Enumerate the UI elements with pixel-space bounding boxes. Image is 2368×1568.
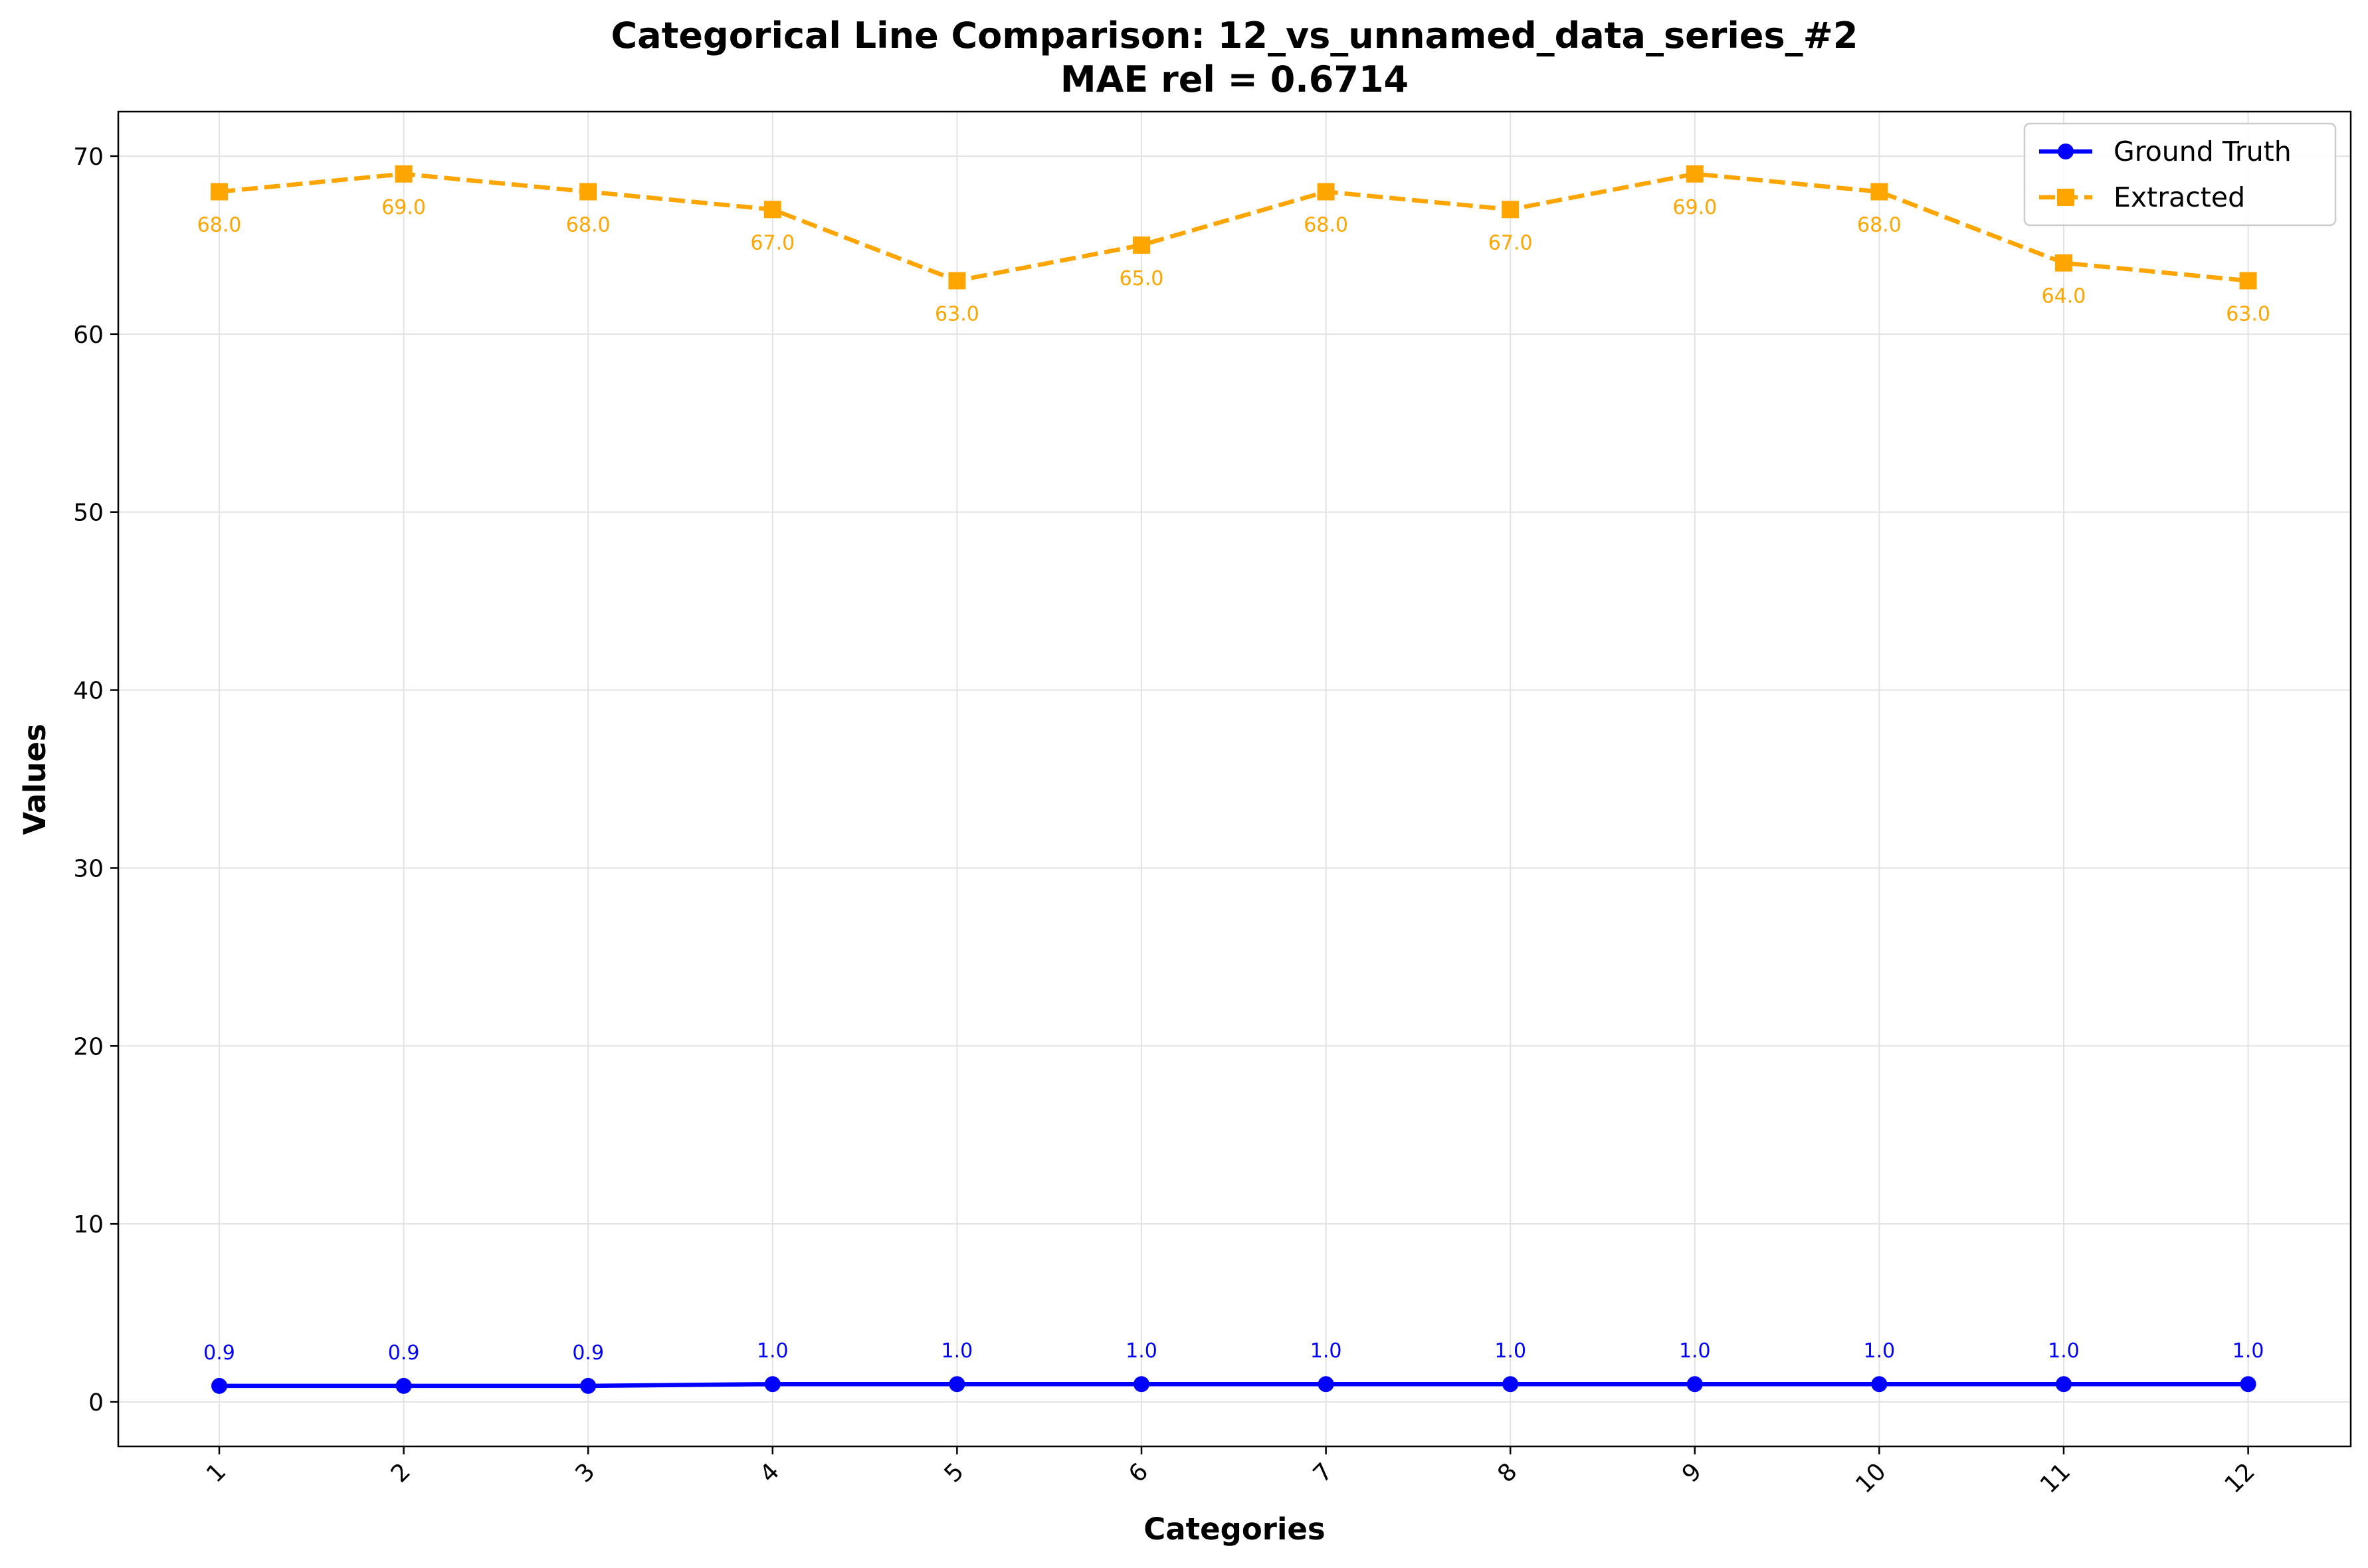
y-tick-label: 20 [73, 1033, 104, 1060]
extracted-marker [211, 183, 228, 201]
ground-truth-data-label: 1.0 [757, 1339, 789, 1363]
y-tick-label: 0 [88, 1389, 104, 1417]
plot-frame [117, 110, 2352, 1448]
ground-truth-marker [1318, 1376, 1334, 1393]
extracted-marker [763, 201, 781, 219]
ground-truth-marker [580, 1377, 597, 1394]
ground-truth-marker [211, 1377, 227, 1394]
ground-truth-marker [2240, 1376, 2256, 1393]
legend-box [2023, 122, 2337, 227]
ground-truth-marker [395, 1377, 412, 1394]
ground-truth-data-label: 1.0 [2232, 1339, 2264, 1363]
extracted-marker [1870, 183, 1888, 201]
ground-truth-marker [764, 1376, 781, 1393]
chart-title-line-1: Categorical Line Comparison: 12_vs_unnam… [611, 15, 1858, 56]
legend-ground-truth-marker [2058, 144, 2074, 159]
extracted-marker [2239, 272, 2257, 290]
ground-truth-marker [1871, 1376, 1888, 1393]
ground-truth-data-label: 0.9 [203, 1341, 235, 1365]
y-tick-label: 70 [73, 144, 104, 171]
chart-title-line-2: MAE rel = 0.6714 [1060, 58, 1409, 100]
ground-truth-marker [2056, 1376, 2072, 1393]
extracted-data-label: 67.0 [750, 231, 795, 254]
extracted-marker [2055, 254, 2072, 272]
extracted-data-label: 63.0 [935, 302, 979, 326]
ground-truth-data-label: 1.0 [2048, 1339, 2080, 1363]
extracted-data-label: 69.0 [1672, 196, 1717, 219]
extracted-data-label: 68.0 [1857, 214, 1902, 237]
extracted-data-label: 67.0 [1488, 231, 1533, 254]
extracted-data-label: 63.0 [2226, 302, 2270, 326]
extracted-line [219, 171, 2248, 283]
extracted-data-label: 68.0 [197, 214, 242, 237]
ground-truth-marker [1134, 1376, 1149, 1393]
ground-truth-data-label: 1.0 [1126, 1339, 1157, 1363]
extracted-marker [579, 183, 597, 201]
extracted-data-label: 68.0 [1304, 214, 1348, 237]
ground-truth-marker [949, 1376, 965, 1393]
ground-truth-data-label: 1.0 [941, 1339, 973, 1363]
ground-truth-data-label: 0.9 [572, 1341, 604, 1365]
ground-truth-data-label: 0.9 [388, 1341, 420, 1365]
ground-truth-data-label: 1.0 [1864, 1339, 1896, 1363]
y-tick-label: 50 [73, 500, 104, 527]
extracted-data-label: 64.0 [2042, 285, 2086, 308]
extracted-marker [1317, 183, 1335, 201]
extracted-marker [1686, 165, 1704, 183]
extracted-data-label: 68.0 [566, 214, 611, 237]
y-axis-label: Values [17, 724, 52, 835]
legend-extracted-marker [2057, 189, 2074, 206]
ground-truth-data-label: 1.0 [1679, 1339, 1711, 1363]
legend-extracted-label: Extracted [2114, 181, 2245, 213]
y-tick-label: 60 [73, 322, 104, 349]
extracted-marker [1502, 201, 1520, 219]
extracted-marker [948, 272, 966, 290]
legend-ground-truth-label: Ground Truth [2114, 136, 2292, 167]
y-tick-label: 30 [73, 855, 104, 882]
y-tick-label: 10 [73, 1211, 104, 1238]
series [211, 165, 2257, 1394]
ground-truth-line [219, 1381, 2248, 1389]
ground-truth-marker [1502, 1376, 1519, 1393]
ground-truth-data-label: 1.0 [1494, 1339, 1526, 1363]
grid [118, 112, 2351, 1446]
extracted-marker [1133, 236, 1150, 254]
ground-truth-marker [1686, 1376, 1703, 1393]
legend: Ground Truth Extracted [2023, 122, 2337, 227]
y-tick-label: 40 [73, 678, 104, 705]
extracted-data-label: 65.0 [1120, 267, 1164, 290]
extracted-marker [395, 165, 413, 183]
data-labels: 0.9 0.9 0.9 1.0 1.0 1.0 1.0 1.0 1.0 1.0 1.0 1.0 68.0… [197, 196, 2270, 1365]
x-axis-label: Categories [1143, 1512, 1325, 1547]
ground-truth-data-label: 1.0 [1310, 1339, 1342, 1363]
extracted-data-label: 69.0 [381, 196, 426, 219]
